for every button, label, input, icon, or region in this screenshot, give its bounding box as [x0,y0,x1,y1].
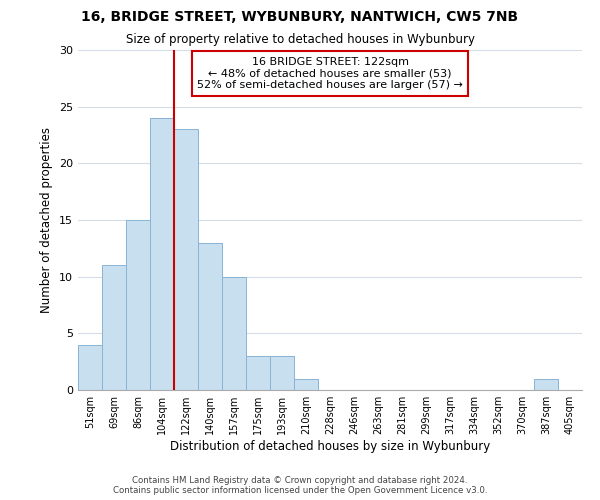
Text: Contains HM Land Registry data © Crown copyright and database right 2024.
Contai: Contains HM Land Registry data © Crown c… [113,476,487,495]
Text: 16, BRIDGE STREET, WYBUNBURY, NANTWICH, CW5 7NB: 16, BRIDGE STREET, WYBUNBURY, NANTWICH, … [82,10,518,24]
Bar [150,118,174,390]
Bar [198,242,222,390]
Bar [294,378,318,390]
X-axis label: Distribution of detached houses by size in Wybunbury: Distribution of detached houses by size … [170,440,490,453]
Bar [246,356,270,390]
Text: Size of property relative to detached houses in Wybunbury: Size of property relative to detached ho… [125,32,475,46]
Bar [222,276,246,390]
Bar [102,266,126,390]
Bar [270,356,294,390]
Bar [78,344,102,390]
Text: 16 BRIDGE STREET: 122sqm
← 48% of detached houses are smaller (53)
52% of semi-d: 16 BRIDGE STREET: 122sqm ← 48% of detach… [197,57,463,90]
Bar [126,220,150,390]
Bar [534,378,558,390]
Bar [174,130,198,390]
Y-axis label: Number of detached properties: Number of detached properties [40,127,53,313]
